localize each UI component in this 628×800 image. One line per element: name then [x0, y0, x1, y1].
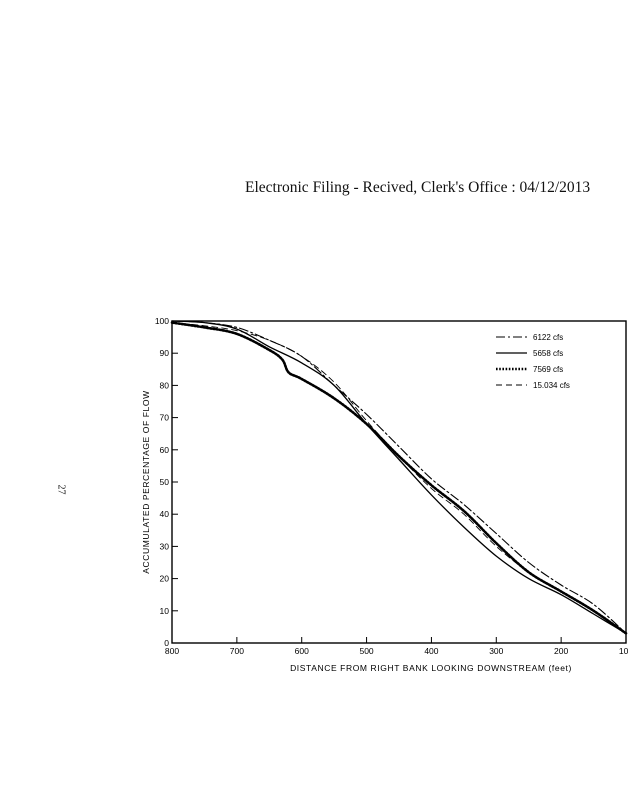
x-tick-label: 700 — [230, 646, 244, 656]
x-tick-label: 600 — [295, 646, 309, 656]
legend-label: 7569 cfs — [533, 365, 563, 374]
x-tick-label: 200 — [554, 646, 568, 656]
y-tick-label: 40 — [160, 509, 170, 519]
y-tick-label: 30 — [160, 541, 170, 551]
x-tick-label: 800 — [165, 646, 179, 656]
filing-stamp: Electronic Filing - Recived, Clerk's Off… — [245, 179, 591, 196]
y-tick-label: 50 — [160, 477, 170, 487]
x-tick-label: 100 — [619, 646, 628, 656]
axes: 0 10 20 30 40 50 60 70 80 90 100 800 700 600 500 400 300… — [155, 316, 628, 656]
x-axis-label: DISTANCE FROM RIGHT BANK LOOKING DOWNSTR… — [290, 663, 572, 673]
series-line-4 — [171, 322, 627, 634]
legend: 6122 cfs 5658 cfs 7569 cfs 15.034 cfs — [496, 333, 570, 390]
y-tick-label: 80 — [160, 380, 170, 390]
y-tick-label: 20 — [160, 574, 170, 584]
x-tick-label: 500 — [359, 646, 373, 656]
x-tick-label: 400 — [424, 646, 438, 656]
y-axis-label: ACCUMULATED PERCENTAGE OF FLOW — [141, 390, 151, 573]
legend-label: 15.034 cfs — [533, 381, 570, 390]
legend-label: 5658 cfs — [533, 349, 563, 358]
y-tick-label: 90 — [160, 348, 170, 358]
series-lines — [170, 320, 628, 635]
x-tick-label: 300 — [489, 646, 503, 656]
series-line-1 — [171, 320, 627, 634]
y-tick-label: 100 — [155, 316, 169, 326]
y-tick-label: 10 — [160, 606, 170, 616]
legend-label: 6122 cfs — [533, 333, 563, 342]
series-line-2 — [171, 320, 627, 634]
y-tick-label: 70 — [160, 413, 170, 423]
y-tick-label: 60 — [160, 445, 170, 455]
y-tick-label: 0 — [164, 638, 169, 648]
